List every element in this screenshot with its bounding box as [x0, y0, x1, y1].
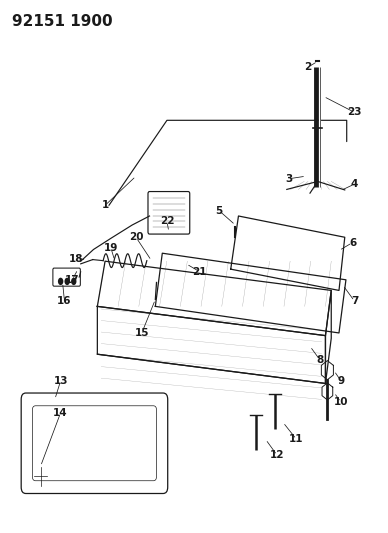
- Text: 5: 5: [215, 206, 223, 216]
- Text: 9: 9: [337, 376, 345, 386]
- Circle shape: [58, 278, 63, 285]
- Text: 14: 14: [53, 408, 68, 418]
- Text: 21: 21: [192, 267, 207, 277]
- FancyBboxPatch shape: [53, 268, 80, 286]
- Bar: [45, 410, 57, 445]
- Text: 15: 15: [135, 328, 149, 338]
- Circle shape: [71, 278, 76, 285]
- FancyBboxPatch shape: [21, 393, 168, 494]
- Text: 16: 16: [57, 296, 72, 306]
- Text: 8: 8: [316, 354, 323, 365]
- FancyBboxPatch shape: [148, 191, 190, 234]
- Text: 12: 12: [270, 450, 284, 460]
- Text: 20: 20: [129, 232, 143, 243]
- Text: 7: 7: [351, 296, 358, 306]
- Text: 6: 6: [349, 238, 356, 247]
- Text: 2: 2: [305, 62, 312, 72]
- Bar: [147, 255, 176, 266]
- Text: 19: 19: [104, 243, 118, 253]
- Text: 23: 23: [347, 107, 362, 117]
- Text: 22: 22: [160, 216, 174, 227]
- Text: 13: 13: [54, 376, 68, 386]
- Text: 18: 18: [69, 254, 83, 263]
- Bar: [313, 61, 322, 68]
- Text: 11: 11: [289, 434, 304, 445]
- Text: 4: 4: [351, 179, 358, 189]
- Text: 3: 3: [285, 174, 292, 184]
- Circle shape: [64, 278, 70, 285]
- Text: 17: 17: [65, 275, 80, 285]
- Text: 1: 1: [101, 200, 109, 211]
- Text: 92151 1900: 92151 1900: [12, 14, 113, 29]
- Text: 10: 10: [334, 397, 348, 407]
